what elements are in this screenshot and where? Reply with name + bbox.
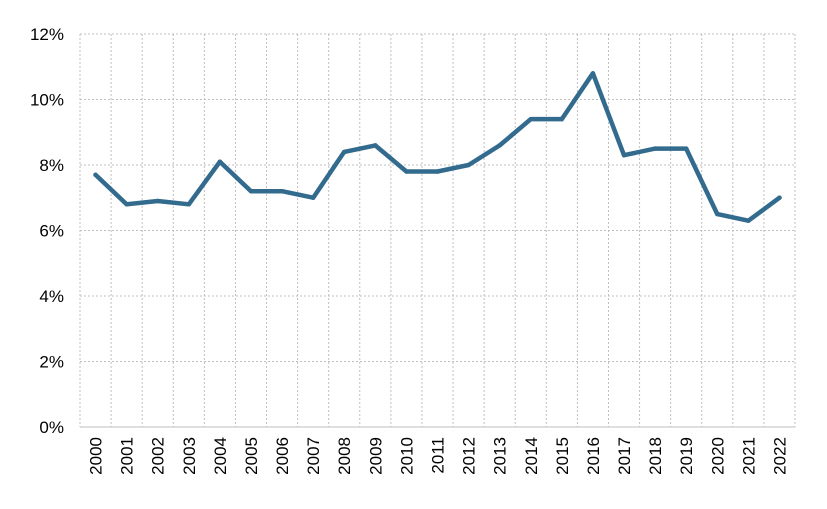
grid bbox=[79, 33, 796, 427]
x-tick-label: 2006 bbox=[273, 437, 292, 475]
y-tick-label: 6% bbox=[39, 222, 64, 241]
x-tick-label: 2002 bbox=[149, 437, 168, 475]
data-point bbox=[435, 169, 440, 174]
x-tick-label: 2010 bbox=[397, 437, 416, 475]
x-tick-label: 2004 bbox=[211, 437, 230, 475]
y-axis-tick-labels: 0% 2% 4% 6% 8% 10% 12% bbox=[30, 25, 64, 437]
x-tick-label: 2003 bbox=[180, 437, 199, 475]
y-tick-label: 8% bbox=[39, 156, 64, 175]
data-point bbox=[466, 162, 471, 168]
x-tick-label: 2012 bbox=[460, 437, 479, 475]
data-point bbox=[777, 195, 782, 200]
y-tick-label: 12% bbox=[30, 25, 64, 44]
series-line bbox=[93, 71, 782, 223]
series-layer bbox=[93, 71, 782, 223]
x-tick-label: 2011 bbox=[429, 437, 448, 474]
x-tick-label: 2021 bbox=[739, 437, 758, 475]
y-tick-label: 0% bbox=[39, 418, 64, 437]
x-tick-label: 2009 bbox=[366, 437, 385, 475]
x-tick-label: 2019 bbox=[677, 437, 696, 475]
x-tick-label: 2018 bbox=[646, 437, 665, 475]
y-tick-label: 4% bbox=[39, 287, 64, 306]
data-point bbox=[621, 152, 627, 158]
x-tick-label: 2020 bbox=[708, 437, 727, 475]
y-tick-label: 10% bbox=[30, 91, 64, 110]
x-tick-label: 2015 bbox=[553, 437, 572, 475]
data-point bbox=[590, 71, 596, 76]
x-axis-tick-labels: 2000 2001 2002 2003 2004 2005 2006 2007 2008 2009… bbox=[87, 437, 790, 475]
data-point bbox=[404, 169, 409, 174]
data-point bbox=[528, 116, 533, 122]
data-point bbox=[217, 159, 223, 164]
data-point bbox=[373, 143, 378, 148]
data-point bbox=[715, 211, 720, 217]
y-tick-label: 2% bbox=[39, 353, 64, 372]
data-point bbox=[652, 146, 658, 151]
data-point bbox=[124, 202, 129, 207]
x-tick-label: 2001 bbox=[118, 437, 137, 475]
x-tick-label: 2022 bbox=[770, 437, 789, 475]
data-point bbox=[746, 218, 751, 223]
data-point bbox=[497, 143, 502, 148]
x-tick-label: 2017 bbox=[615, 437, 634, 475]
data-point bbox=[248, 189, 254, 194]
x-tick-label: 2008 bbox=[335, 437, 354, 475]
data-point bbox=[279, 189, 285, 194]
x-tick-label: 2016 bbox=[584, 437, 603, 475]
x-tick-label: 2014 bbox=[522, 437, 541, 475]
x-tick-label: 2000 bbox=[87, 437, 106, 475]
x-tick-label: 2007 bbox=[304, 437, 323, 475]
data-point bbox=[310, 195, 316, 200]
data-point bbox=[559, 116, 565, 122]
data-point bbox=[683, 146, 689, 151]
x-tick-label: 2005 bbox=[242, 437, 261, 475]
x-tick-label: 2013 bbox=[491, 437, 510, 475]
data-point bbox=[186, 202, 192, 207]
data-point bbox=[342, 149, 347, 155]
data-point bbox=[93, 172, 98, 178]
data-point bbox=[155, 198, 160, 204]
